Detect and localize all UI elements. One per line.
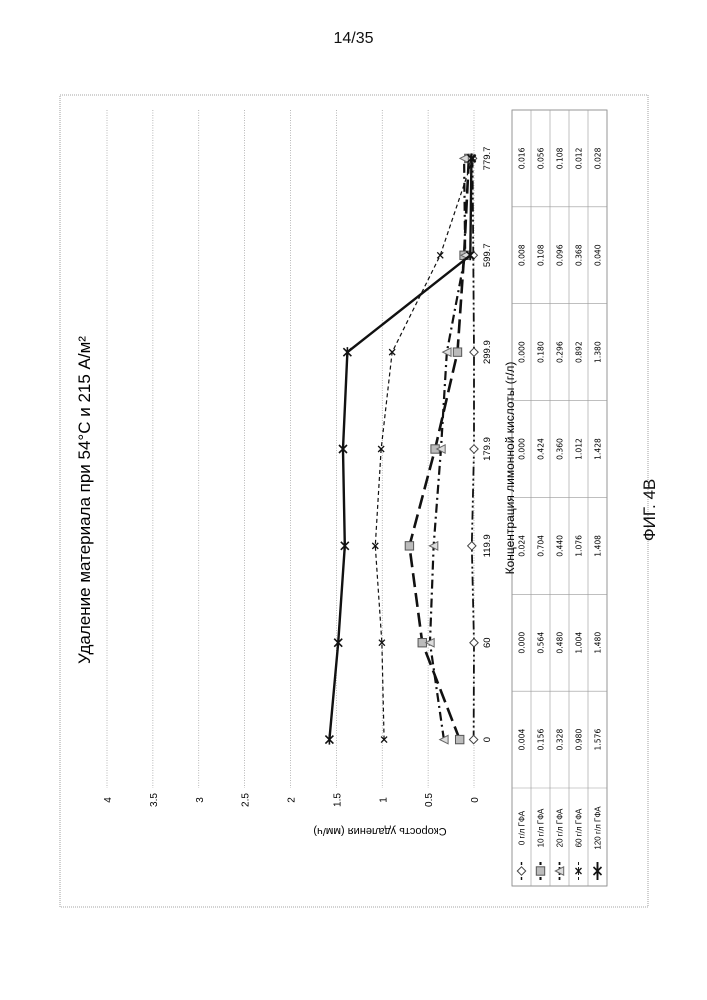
x-tick-label: 779.7 xyxy=(482,147,493,171)
legend-entry: 60 г/л ГФА xyxy=(575,808,584,880)
data-point xyxy=(339,444,347,454)
table-cell: 0.108 xyxy=(556,147,565,169)
table-cell: 0.180 xyxy=(537,341,546,363)
legend-entry: 120 г/л ГФА xyxy=(594,806,603,880)
table-cell: 0.008 xyxy=(518,244,527,266)
y-tick-label: 3 xyxy=(195,797,206,803)
series-line xyxy=(329,158,471,739)
x-axis-label: Концентрация лимонной кислоты (г/л) xyxy=(503,362,517,575)
table-cell: 1.076 xyxy=(575,535,584,557)
legend-label: 120 г/л ГФА xyxy=(594,806,603,850)
x-tick-label: 119.9 xyxy=(482,534,493,557)
data-point xyxy=(453,348,461,356)
y-tick-label: 0.5 xyxy=(424,793,435,807)
table-cell: 0.000 xyxy=(518,341,527,363)
table-cell: 0.028 xyxy=(594,147,603,169)
table-cell: 0.024 xyxy=(518,535,527,557)
y-tick-label: 1 xyxy=(378,797,389,803)
legend-label: 20 г/л ГФА xyxy=(556,808,565,847)
table-cell: 0.440 xyxy=(556,535,565,557)
table-cell: 0.056 xyxy=(537,147,546,169)
data-point xyxy=(405,542,413,550)
table-cell: 1.576 xyxy=(594,729,603,751)
x-tick-label: 0 xyxy=(482,737,493,742)
x-tick-label: 179.9 xyxy=(482,437,493,461)
table-cell: 0.980 xyxy=(575,729,584,751)
data-point xyxy=(469,735,477,743)
table-cell: 0.000 xyxy=(518,438,527,460)
table-cell: 0.040 xyxy=(594,244,603,266)
legend-marker xyxy=(536,867,544,875)
series-layer xyxy=(325,153,478,744)
x-tick-label: 299.9 xyxy=(482,340,493,364)
table-cell: 0.096 xyxy=(556,244,565,266)
table-cell: 0.000 xyxy=(518,632,527,654)
legend-label: 10 г/л ГФА xyxy=(537,808,546,847)
table-cell: 1.408 xyxy=(594,535,603,557)
series-4 xyxy=(325,153,475,744)
data-point xyxy=(334,638,342,648)
series-3 xyxy=(372,155,476,742)
table-cell: 0.108 xyxy=(537,244,546,266)
data-point xyxy=(470,445,478,453)
legend-marker xyxy=(517,867,525,875)
table-cell: 1.480 xyxy=(594,632,603,654)
grid-layer xyxy=(107,110,474,788)
figure-caption: ФИГ. 4В xyxy=(640,450,660,570)
data-point xyxy=(460,154,468,162)
table-cell: 0.368 xyxy=(575,244,584,266)
data-point xyxy=(343,347,351,357)
y-tick-label: 1.5 xyxy=(332,793,343,807)
table-cell: 0.012 xyxy=(575,147,584,169)
data-point xyxy=(325,735,333,745)
table-cell: 0.360 xyxy=(556,438,565,460)
table-cell: 0.016 xyxy=(518,147,527,169)
table-cell: 0.156 xyxy=(537,729,546,751)
data-point xyxy=(470,639,478,647)
table-cell: 0.296 xyxy=(556,341,565,363)
table-cell: 0.704 xyxy=(537,535,546,557)
table-cell: 0.424 xyxy=(537,438,546,460)
data-point xyxy=(468,542,476,550)
y-axis-label: Скорость удаления (мм/ч) xyxy=(313,825,446,837)
legend-marker xyxy=(594,866,602,876)
x-tick-label: 599.7 xyxy=(482,243,493,267)
table-cell: 1.012 xyxy=(575,438,584,460)
table-frame xyxy=(512,110,607,886)
y-tick-label: 2.5 xyxy=(241,793,252,807)
table-cell: 0.328 xyxy=(556,729,565,751)
legend-entry: 0 г/л ГФА xyxy=(517,810,526,880)
y-tick-label: 3.5 xyxy=(149,793,160,807)
table-cell: 1.380 xyxy=(594,341,603,363)
table-cell: 1.428 xyxy=(594,438,603,460)
table-cell: 0.004 xyxy=(518,729,527,751)
legend-label: 0 г/л ГФА xyxy=(518,810,527,845)
legend-entry: 20 г/л ГФА xyxy=(555,808,564,880)
legend-label: 60 г/л ГФА xyxy=(575,808,584,847)
chart-title: Удаление материала при 54°C и 215 А/м² xyxy=(75,336,94,664)
data-point xyxy=(470,348,478,356)
axis-layer: 0 0.5 1 1.5 2 2.5 3 3.5 4 0 60 119.9 179.9 299.9 599.7… xyxy=(103,147,493,807)
chart-border xyxy=(60,95,648,907)
series-0 xyxy=(468,154,479,744)
y-tick-label: 4 xyxy=(103,797,114,803)
data-point xyxy=(341,541,349,551)
y-tick-label: 2 xyxy=(287,797,298,803)
legend-entry: 10 г/л ГФА xyxy=(536,808,545,880)
data-table: 0 г/л ГФА 0.004 0.000 0.024 0.000 0.000 0.008 0… xyxy=(512,110,607,886)
data-point xyxy=(455,735,463,743)
table-cell: 0.564 xyxy=(537,632,546,654)
table-cell: 0.892 xyxy=(575,341,584,363)
table-cell: 1.004 xyxy=(575,632,584,654)
table-cell: 0.480 xyxy=(556,632,565,654)
y-tick-label: 0 xyxy=(470,797,481,803)
x-tick-label: 60 xyxy=(482,637,493,648)
series-line xyxy=(375,158,473,739)
data-point xyxy=(437,252,443,258)
